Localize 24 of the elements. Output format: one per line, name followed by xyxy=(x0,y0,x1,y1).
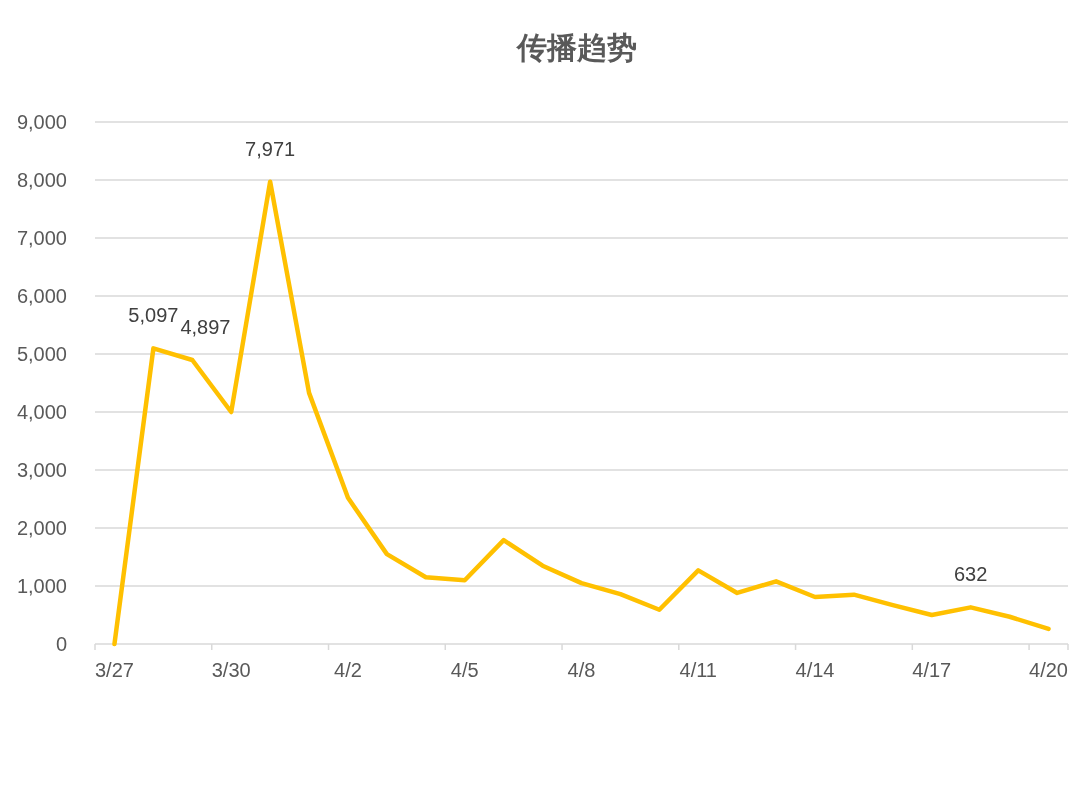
y-tick-label: 3,000 xyxy=(16,459,67,481)
y-tick-label: 6,000 xyxy=(16,285,67,307)
y-tick-label: 8,000 xyxy=(16,169,67,191)
y-tick-label: 9,000 xyxy=(16,111,67,133)
x-tick-label: 4/2 xyxy=(334,659,362,681)
data-label: 632 xyxy=(954,563,988,586)
y-tick-label: 5,000 xyxy=(16,343,67,365)
x-tick-label: 4/11 xyxy=(679,659,717,681)
data-label: 5,097 xyxy=(128,304,179,327)
y-tick-label: 4,000 xyxy=(16,401,67,423)
chart-title: 传播趋势 xyxy=(515,31,637,64)
data-label: 7,971 xyxy=(245,137,296,160)
data-label: 4,897 xyxy=(180,315,231,338)
y-tick-label: 0 xyxy=(55,633,67,655)
y-tick-label: 2,000 xyxy=(16,517,67,539)
x-tick-label: 4/20 xyxy=(1029,659,1069,681)
x-tick-label: 4/8 xyxy=(567,659,596,681)
y-tick-label: 7,000 xyxy=(16,227,67,249)
x-tick-label: 4/17 xyxy=(912,659,952,681)
x-tick-label: 4/14 xyxy=(795,659,835,681)
x-tick-label: 3/27 xyxy=(94,659,134,681)
y-tick-label: 1,000 xyxy=(16,575,67,597)
x-tick-label: 4/5 xyxy=(450,659,479,681)
x-tick-label: 3/30 xyxy=(211,659,251,681)
